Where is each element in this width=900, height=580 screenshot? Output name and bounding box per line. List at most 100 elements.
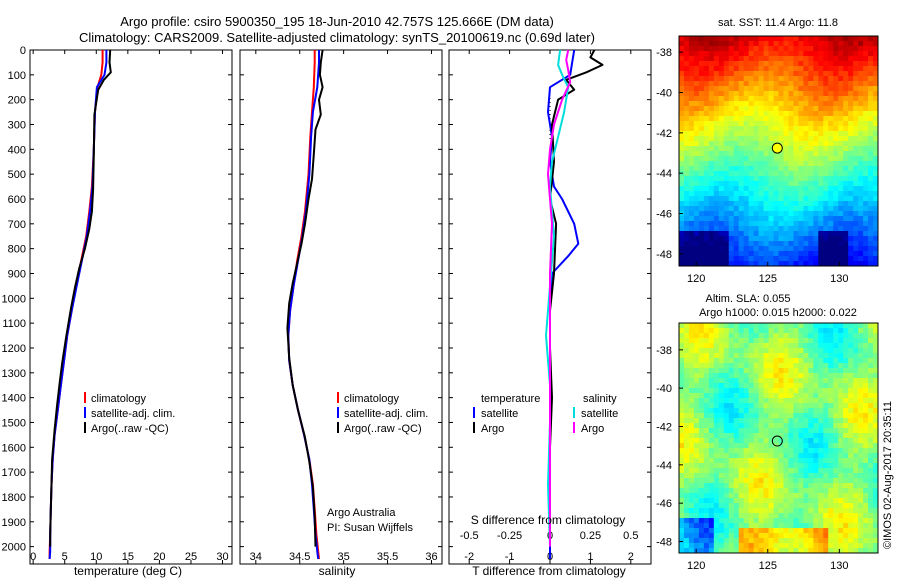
heatmap-cell [718,518,725,524]
heatmap-cell [858,378,864,384]
heatmap-cell [863,71,869,77]
heatmap-cell [713,226,720,232]
heatmap-cell [798,368,804,374]
lon-tick-label: 130 [830,560,848,572]
heatmap-cell [853,453,859,459]
heatmap-cell [748,246,755,252]
heatmap-cell [708,131,715,137]
heatmap-cell [808,403,814,409]
heatmap-cell [718,383,725,389]
heatmap-cell [753,146,760,152]
heatmap-cell [863,533,869,539]
heatmap-cell [833,116,839,122]
heatmap-cell [803,151,809,157]
heatmap-cell [688,408,695,414]
heatmap-cell [753,86,760,92]
heatmap-cell [803,46,809,52]
heatmap-cell [813,373,819,379]
heatmap-cell [773,428,780,434]
heatmap-cell [838,503,844,509]
heatmap-cell [803,343,809,349]
heatmap-cell [873,548,878,553]
heatmap-cell [758,236,765,242]
heatmap-cell [783,468,790,474]
heatmap-cell [838,71,844,77]
heatmap-cell [798,56,804,62]
heatmap-cell [763,333,770,339]
heatmap-cell [813,76,819,82]
heatmap-cell [738,136,745,142]
heatmap-cell [818,96,824,102]
heatmap-cell [688,221,695,227]
heatmap-cell [718,513,725,519]
heatmap-cell [798,221,804,227]
heatmap-cell [718,56,725,62]
heatmap-cell [778,206,785,212]
heatmap-cell [688,428,695,434]
heatmap-cell [773,323,780,329]
heatmap-cell [738,106,745,112]
heatmap-cell [718,161,725,167]
heatmap-cell [679,408,685,414]
heatmap-cell [713,353,720,359]
heatmap-cell [679,393,685,399]
heatmap-cell [808,211,814,217]
heatmap-cell [778,388,785,394]
heatmap-cell [808,181,814,187]
heatmap-cell [858,438,864,444]
heatmap-cell [738,498,745,504]
heatmap-cell [793,76,799,82]
heatmap-cell [718,413,725,419]
heatmap-cell [848,246,854,252]
heatmap-cell [733,191,740,197]
heatmap-cell [838,241,844,247]
heatmap-cell [693,61,700,67]
heatmap-cell [843,171,849,177]
heatmap-cell [718,201,725,207]
heatmap-cell [788,141,795,147]
heatmap-cell [768,338,775,344]
heatmap-cell [788,483,795,489]
heatmap-cell [833,468,839,474]
heatmap-cell [748,533,755,539]
heatmap-cell [768,191,775,197]
heatmap-cell [733,161,740,167]
heatmap-cell [823,176,829,182]
heatmap-cell [778,413,785,419]
heatmap-cell [783,333,790,339]
heatmap-cell [873,358,878,364]
heatmap-cell [848,403,854,409]
heatmap-cell [763,121,770,127]
heatmap-cell [763,251,770,257]
heatmap-cell [788,468,795,474]
heatmap-cell [718,348,725,354]
heatmap-cell [833,146,839,152]
heatmap-cell [713,438,720,444]
heatmap-cell [798,363,804,369]
heatmap-cell [688,443,695,449]
heatmap-cell [848,106,854,112]
heatmap-cell [693,438,700,444]
heatmap-cell [778,216,785,222]
heatmap-cell [788,343,795,349]
heatmap-cell [723,473,730,479]
heatmap-cell [698,141,705,147]
heatmap-cell [688,513,695,519]
heatmap-cell [813,498,819,504]
heatmap-cell [783,256,790,262]
heatmap-cell [743,101,750,107]
heatmap-cell [798,46,804,52]
heatmap-cell [703,61,710,67]
heatmap-cell [708,36,715,42]
heatmap-cell [773,166,780,172]
heatmap-cell [813,363,819,369]
heatmap-cell [778,226,785,232]
heatmap-cell [823,36,829,42]
heatmap-cell [868,241,874,247]
heatmap-cell [763,483,770,489]
heatmap-cell [838,46,844,52]
heatmap-cell [698,538,705,544]
heatmap-cell [848,383,854,389]
heatmap-cell [688,403,695,409]
heatmap-cell [713,171,720,177]
